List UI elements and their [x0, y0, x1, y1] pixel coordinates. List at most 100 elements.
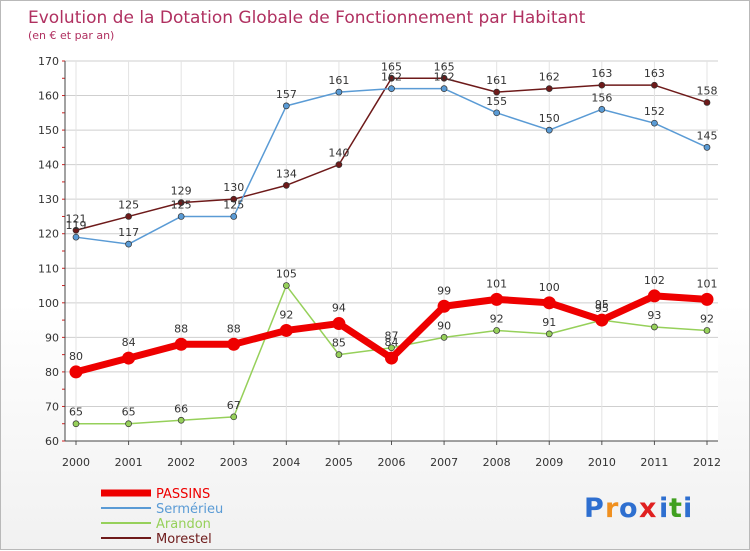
- data-label: 88: [227, 322, 241, 335]
- data-label: 125: [223, 198, 244, 211]
- data-label: 84: [385, 336, 399, 349]
- data-label: 91: [542, 316, 556, 329]
- logo-letter: o: [619, 493, 638, 524]
- data-point: [122, 351, 136, 365]
- y-tick-label: 120: [38, 228, 59, 241]
- logo-letter: i: [659, 493, 668, 524]
- data-label: 163: [644, 67, 665, 80]
- data-point: [335, 161, 343, 168]
- data-point: [598, 106, 606, 113]
- data-label: 90: [437, 319, 451, 332]
- data-label: 165: [381, 60, 402, 73]
- data-point: [174, 337, 188, 351]
- data-point: [493, 327, 501, 334]
- y-tick-label: 140: [38, 159, 59, 172]
- data-label: 93: [647, 309, 661, 322]
- data-point: [69, 365, 83, 379]
- data-point: [230, 195, 238, 203]
- x-tick-label: 2002: [167, 456, 195, 469]
- data-point: [437, 299, 451, 313]
- data-label: 162: [539, 71, 560, 84]
- data-point: [490, 292, 504, 306]
- x-tick-label: 2009: [535, 456, 563, 469]
- x-tick-label: 2003: [220, 456, 248, 469]
- x-tick-label: 2010: [588, 456, 616, 469]
- data-point: [72, 226, 80, 234]
- data-label: 94: [332, 302, 346, 315]
- data-label: 125: [171, 198, 192, 211]
- data-label: 102: [644, 274, 665, 287]
- data-label: 99: [437, 284, 451, 297]
- data-point: [545, 330, 553, 338]
- data-point: [177, 199, 185, 206]
- y-tick-label: 150: [38, 124, 59, 137]
- data-point: [493, 88, 501, 96]
- data-point: [125, 240, 132, 248]
- x-tick-label: 2005: [325, 456, 353, 469]
- data-label: 119: [66, 219, 87, 232]
- series: [69, 74, 714, 428]
- data-label: 105: [276, 268, 297, 281]
- logo-letter: P: [584, 493, 604, 524]
- data-point: [332, 317, 346, 331]
- y-tick-label: 130: [38, 193, 59, 206]
- data-label: 162: [381, 71, 402, 84]
- data-point: [595, 313, 609, 327]
- data-label: 65: [122, 406, 136, 419]
- data-point: [651, 119, 658, 127]
- data-label: 158: [697, 84, 718, 97]
- data-point: [282, 102, 290, 110]
- x-tick-label: 2007: [430, 456, 458, 469]
- data-point: [703, 327, 711, 334]
- data-point: [651, 323, 658, 331]
- data-label: 157: [276, 88, 297, 101]
- data-label: 163: [591, 67, 612, 80]
- data-point: [282, 282, 290, 289]
- data-point: [700, 292, 714, 306]
- grid: [65, 60, 718, 442]
- data-label: 130: [223, 181, 244, 194]
- data-point: [440, 334, 448, 341]
- y-tick-label: 60: [45, 435, 59, 448]
- data-point: [230, 413, 238, 421]
- logo-letter: t: [669, 493, 682, 524]
- data-point: [230, 213, 238, 220]
- data-label: 162: [434, 71, 455, 84]
- x-tick-label: 2004: [272, 456, 300, 469]
- data-point: [545, 126, 553, 134]
- data-label: 140: [328, 147, 349, 160]
- data-point: [72, 233, 80, 241]
- data-label: 150: [539, 112, 560, 125]
- data-point: [651, 81, 658, 89]
- data-point: [545, 85, 553, 92]
- data-point: [282, 182, 290, 189]
- y-tick-label: 70: [45, 400, 59, 413]
- data-label: 161: [328, 74, 349, 87]
- y-tick-label: 170: [38, 55, 59, 68]
- data-point: [177, 213, 185, 220]
- y-tick-label: 100: [38, 297, 59, 310]
- x-tick-label: 2006: [378, 456, 406, 469]
- data-point: [493, 109, 501, 117]
- data-label: 101: [697, 277, 718, 290]
- data-point: [703, 99, 711, 106]
- data-label: 117: [118, 226, 139, 239]
- legend-label: Sermérieu: [156, 502, 223, 517]
- data-point: [647, 289, 661, 303]
- x-tick-label: 2000: [62, 456, 90, 469]
- data-point: [440, 85, 448, 92]
- data-point: [335, 88, 343, 96]
- data-label: 84: [122, 336, 136, 349]
- data-label: 65: [69, 406, 83, 419]
- logo-letter: i: [683, 493, 692, 524]
- x-tick-label: 2011: [640, 456, 668, 469]
- data-label: 129: [171, 185, 192, 198]
- data-label: 156: [591, 91, 612, 104]
- data-label: 80: [69, 350, 83, 363]
- data-point: [125, 213, 132, 220]
- x-tick-label: 2001: [115, 456, 143, 469]
- data-label: 88: [174, 322, 188, 335]
